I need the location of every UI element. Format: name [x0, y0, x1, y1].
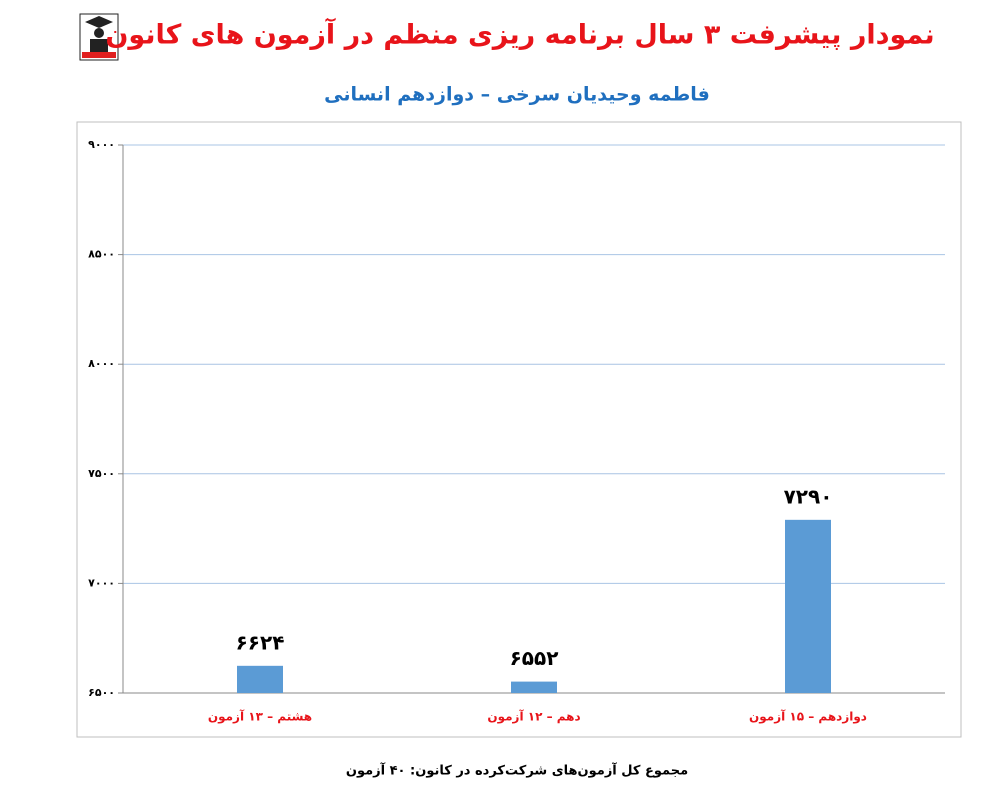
logo	[79, 13, 119, 61]
y-tick-label: ۷۰۰۰	[88, 576, 115, 589]
x-tick-label: دهم – ۱۲ آزمون	[487, 709, 580, 725]
chart-frame	[76, 121, 962, 738]
x-tick-label: هشتم – ۱۳ آزمون	[208, 709, 312, 725]
footnote: مجموع کل آزمون‌های شرکت‌کرده در کانون: ۴…	[346, 762, 688, 779]
y-tick-label: ۷۵۰۰	[88, 467, 115, 480]
x-tick-label: دوازدهم – ۱۵ آزمون	[749, 709, 867, 725]
bar	[785, 519, 831, 693]
value-label: ۶۵۵۲	[510, 646, 559, 670]
chart-title: نمودار پیشرفت ۳ سال برنامه ریزی منظم در …	[105, 18, 934, 51]
value-label: ۶۶۲۴	[236, 630, 285, 654]
bar	[511, 681, 557, 693]
chart-subtitle: فاطمه وحیدیان سرخی – دوازدهم انسانی	[324, 84, 710, 106]
y-tick-label: ۸۵۰۰	[88, 248, 115, 261]
y-tick-label: ۹۰۰۰	[88, 138, 115, 151]
y-tick-label: ۸۰۰۰	[88, 357, 115, 370]
y-tick-label: ۶۵۰۰	[88, 686, 115, 699]
value-label: ۷۲۹۰	[784, 484, 833, 508]
bar	[237, 665, 283, 693]
